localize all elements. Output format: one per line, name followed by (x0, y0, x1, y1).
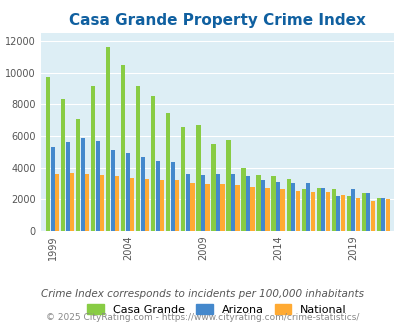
Bar (111, 150, 115, 231)
Bar (355, 198, 359, 231)
Bar (230, 174, 234, 231)
Bar (235, 185, 239, 231)
Bar (260, 180, 264, 231)
Title: Casa Grande Property Crime Index: Casa Grande Property Crime Index (68, 13, 365, 28)
Bar (171, 162, 175, 231)
Bar (256, 175, 260, 231)
Bar (126, 153, 130, 231)
Bar (200, 175, 205, 231)
Bar (226, 140, 230, 231)
Bar (365, 193, 369, 231)
Bar (325, 192, 329, 231)
Bar (46, 77, 50, 231)
Bar (175, 180, 179, 231)
Bar (250, 187, 254, 231)
Bar (370, 201, 374, 231)
Bar (346, 196, 350, 231)
Bar (335, 196, 339, 231)
Bar (65, 142, 70, 231)
Bar (211, 144, 215, 231)
Bar (316, 188, 320, 231)
Bar (280, 189, 284, 231)
Bar (190, 183, 194, 231)
Bar (130, 178, 134, 231)
Bar (290, 183, 294, 231)
Bar (80, 138, 85, 231)
Legend: Casa Grande, Arizona, National: Casa Grande, Arizona, National (83, 300, 351, 319)
Bar (380, 198, 384, 231)
Bar (76, 118, 80, 231)
Bar (271, 176, 275, 231)
Bar (115, 176, 119, 231)
Bar (245, 176, 249, 231)
Bar (295, 191, 299, 231)
Bar (166, 113, 170, 231)
Bar (160, 180, 164, 231)
Text: Crime Index corresponds to incidents per 100,000 inhabitants: Crime Index corresponds to incidents per… (41, 289, 364, 299)
Bar (100, 175, 104, 231)
Bar (181, 127, 185, 231)
Bar (205, 184, 209, 231)
Bar (145, 179, 149, 231)
Bar (50, 147, 55, 231)
Bar (310, 192, 314, 231)
Bar (141, 157, 145, 231)
Bar (136, 86, 140, 231)
Bar (185, 174, 190, 231)
Bar (91, 86, 95, 231)
Bar (220, 184, 224, 231)
Bar (305, 183, 309, 231)
Bar (286, 179, 290, 231)
Bar (70, 173, 74, 231)
Bar (61, 99, 65, 231)
Bar (275, 182, 279, 231)
Bar (85, 174, 89, 231)
Bar (361, 193, 365, 231)
Bar (340, 195, 344, 231)
Bar (385, 199, 389, 231)
Bar (196, 125, 200, 231)
Bar (95, 141, 100, 231)
Bar (320, 188, 324, 231)
Bar (55, 174, 59, 231)
Bar (301, 189, 305, 231)
Bar (241, 168, 245, 231)
Bar (156, 160, 160, 231)
Bar (331, 189, 335, 231)
Bar (265, 188, 269, 231)
Bar (376, 198, 380, 231)
Bar (151, 96, 155, 231)
Bar (350, 189, 354, 231)
Text: © 2025 CityRating.com - https://www.cityrating.com/crime-statistics/: © 2025 CityRating.com - https://www.city… (46, 313, 359, 322)
Bar (121, 65, 125, 231)
Bar (215, 174, 220, 231)
Bar (106, 47, 110, 231)
